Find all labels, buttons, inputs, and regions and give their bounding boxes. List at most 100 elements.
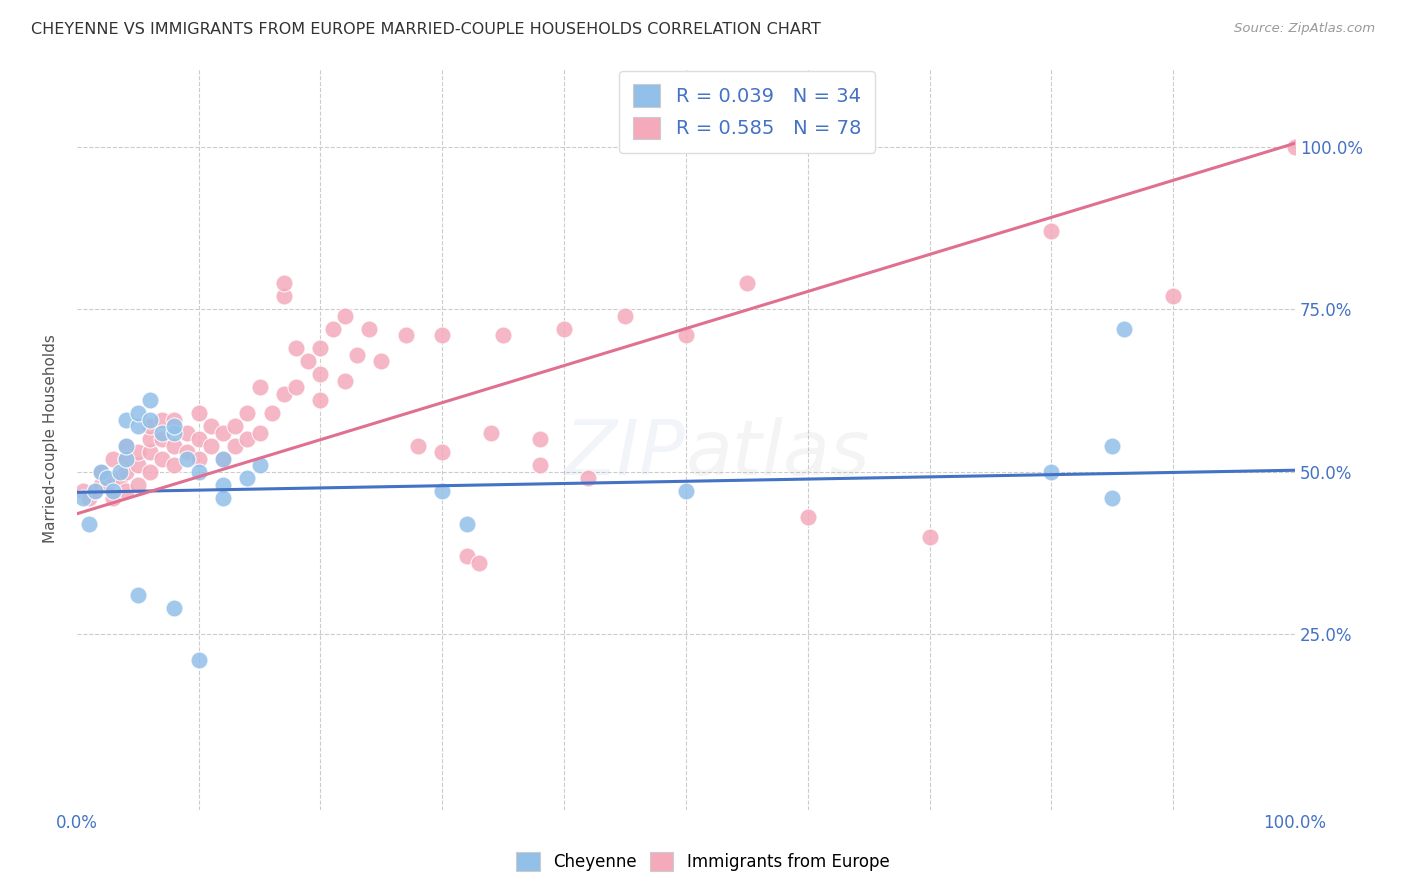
Point — [918, 529, 941, 543]
Point — [187, 465, 209, 479]
Point — [212, 451, 235, 466]
Point — [150, 412, 173, 426]
Point — [176, 425, 198, 440]
Point — [72, 491, 94, 505]
Point — [212, 491, 235, 505]
Point — [468, 556, 491, 570]
Point — [285, 380, 308, 394]
Point — [333, 374, 356, 388]
Point — [127, 588, 149, 602]
Legend: R = 0.039   N = 34, R = 0.585   N = 78: R = 0.039 N = 34, R = 0.585 N = 78 — [619, 70, 875, 153]
Point — [322, 321, 344, 335]
Point — [127, 477, 149, 491]
Text: CHEYENNE VS IMMIGRANTS FROM EUROPE MARRIED-COUPLE HOUSEHOLDS CORRELATION CHART: CHEYENNE VS IMMIGRANTS FROM EUROPE MARRI… — [31, 22, 821, 37]
Point — [249, 380, 271, 394]
Point — [77, 516, 100, 531]
Point — [150, 432, 173, 446]
Point — [187, 653, 209, 667]
Point — [84, 483, 107, 498]
Point — [114, 451, 136, 466]
Point — [346, 347, 368, 361]
Point — [127, 406, 149, 420]
Point — [150, 425, 173, 440]
Point — [127, 458, 149, 472]
Point — [90, 477, 112, 491]
Point — [77, 491, 100, 505]
Point — [432, 483, 454, 498]
Point — [359, 321, 381, 335]
Point — [139, 432, 162, 446]
Point — [114, 438, 136, 452]
Point — [96, 477, 118, 491]
Point — [187, 451, 209, 466]
Point — [529, 432, 551, 446]
Point — [614, 309, 637, 323]
Point — [273, 386, 295, 401]
Point — [529, 458, 551, 472]
Point — [139, 445, 162, 459]
Point — [273, 289, 295, 303]
Point — [139, 465, 162, 479]
Point — [114, 412, 136, 426]
Point — [72, 483, 94, 498]
Point — [90, 465, 112, 479]
Point — [249, 458, 271, 472]
Point — [103, 451, 125, 466]
Point — [90, 465, 112, 479]
Point — [492, 328, 515, 343]
Point — [224, 438, 246, 452]
Point — [114, 438, 136, 452]
Point — [127, 445, 149, 459]
Point — [479, 425, 502, 440]
Point — [735, 276, 758, 290]
Point — [675, 328, 697, 343]
Point — [200, 438, 222, 452]
Point — [1114, 321, 1136, 335]
Text: ZIP: ZIP — [565, 417, 686, 491]
Point — [187, 432, 209, 446]
Point — [200, 419, 222, 434]
Point — [236, 471, 259, 485]
Point — [127, 419, 149, 434]
Point — [285, 341, 308, 355]
Point — [96, 471, 118, 485]
Point — [139, 419, 162, 434]
Point — [114, 451, 136, 466]
Point — [212, 477, 235, 491]
Point — [273, 276, 295, 290]
Point — [163, 425, 186, 440]
Point — [212, 425, 235, 440]
Legend: Cheyenne, Immigrants from Europe: Cheyenne, Immigrants from Europe — [508, 843, 898, 880]
Point — [309, 341, 332, 355]
Point — [103, 471, 125, 485]
Point — [103, 483, 125, 498]
Point — [370, 354, 392, 368]
Point — [163, 438, 186, 452]
Y-axis label: Married-couple Households: Married-couple Households — [44, 334, 58, 543]
Point — [103, 491, 125, 505]
Point — [187, 406, 209, 420]
Text: Source: ZipAtlas.com: Source: ZipAtlas.com — [1234, 22, 1375, 36]
Point — [1040, 465, 1063, 479]
Point — [114, 465, 136, 479]
Point — [432, 328, 454, 343]
Point — [108, 471, 131, 485]
Point — [1101, 491, 1123, 505]
Point — [333, 309, 356, 323]
Point — [224, 419, 246, 434]
Point — [260, 406, 283, 420]
Point — [297, 354, 319, 368]
Point — [108, 465, 131, 479]
Point — [1040, 224, 1063, 238]
Point — [395, 328, 418, 343]
Point — [176, 451, 198, 466]
Point — [406, 438, 429, 452]
Point — [163, 458, 186, 472]
Point — [797, 510, 820, 524]
Point — [456, 549, 478, 563]
Text: atlas: atlas — [686, 417, 870, 491]
Point — [139, 392, 162, 407]
Point — [1161, 289, 1184, 303]
Point — [249, 425, 271, 440]
Point — [84, 483, 107, 498]
